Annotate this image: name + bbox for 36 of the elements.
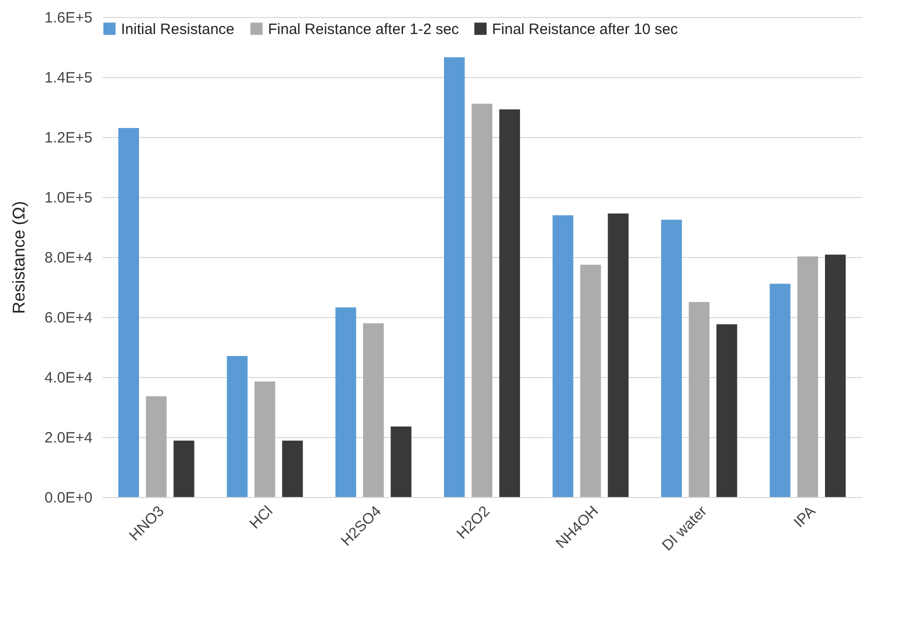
bar (661, 220, 682, 497)
bar (688, 302, 710, 497)
y-tick-label: 1.4E+5 (44, 70, 92, 86)
bar (146, 396, 167, 497)
y-tick-label: 6.0E+4 (44, 310, 92, 326)
y-tick-label: 1.6E+5 (44, 10, 92, 26)
bar (580, 264, 601, 497)
y-tick-label: 4.0E+4 (44, 370, 92, 386)
y-tick-label: 1.2E+5 (44, 130, 92, 146)
legend-label: Final Reistance after 1-2 sec (268, 20, 460, 38)
bar (363, 323, 384, 497)
bar (824, 254, 846, 497)
y-tick-label: 2.0E+4 (44, 430, 92, 446)
bar (608, 214, 629, 497)
bar (472, 104, 492, 497)
bar (390, 426, 412, 497)
bar (716, 324, 738, 497)
bar (499, 109, 520, 497)
y-tick-label: 8.0E+4 (44, 250, 92, 266)
bar (226, 356, 248, 497)
bar (444, 57, 465, 497)
bar (174, 440, 194, 497)
bar (770, 284, 790, 497)
x-tick-label: IPA (790, 502, 820, 532)
y-tick-label: 0.0E+0 (44, 490, 92, 506)
bar (254, 382, 276, 497)
legend-label: Final Reistance after 10 sec (492, 20, 678, 38)
bar (118, 128, 140, 497)
y-tick-label: 1.0E+5 (44, 190, 92, 206)
bar (282, 440, 303, 497)
bar (797, 256, 818, 497)
legend-label: Initial Resistance (121, 20, 234, 38)
x-tick-label: HCl (246, 502, 276, 532)
y-axis-title: Resistance (Ω) (10, 201, 29, 314)
bar (552, 215, 574, 497)
bar (335, 307, 356, 497)
